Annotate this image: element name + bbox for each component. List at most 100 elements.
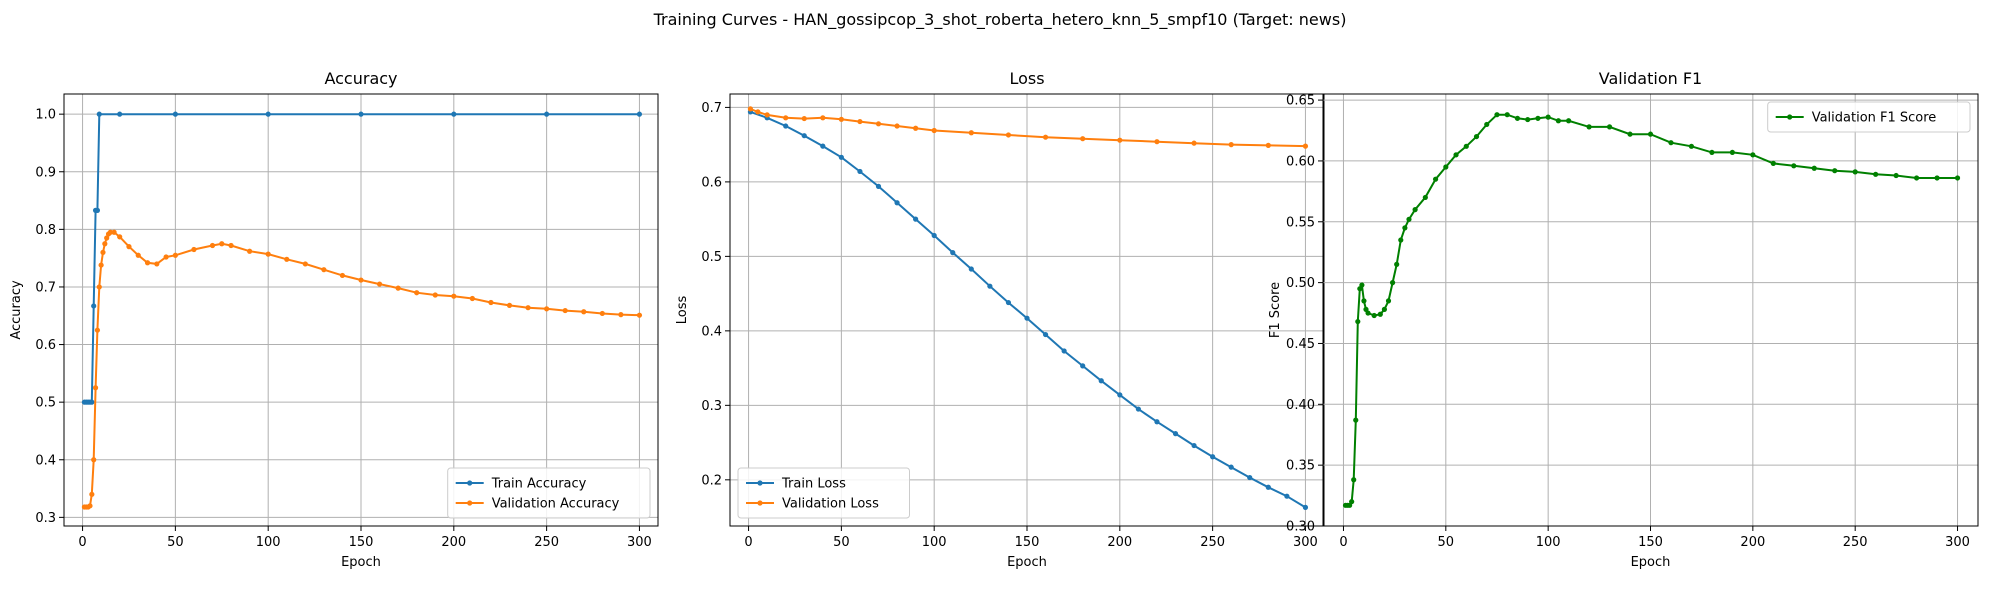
data-point [432,292,438,298]
x-tick-label: 50 [1438,535,1455,550]
data-point [228,242,234,249]
data-point [1353,417,1359,423]
data-point [1709,149,1715,156]
data-point [1770,160,1776,166]
data-point [111,229,117,235]
data-point [321,267,327,273]
y-tick-label: 0.5 [701,250,722,265]
data-point [284,256,290,262]
data-point [247,248,253,254]
x-tick-label: 100 [1536,535,1561,550]
data-point [1005,299,1012,306]
data-point [469,295,475,302]
data-point [1042,331,1049,338]
data-point [544,111,550,117]
data-point [1893,172,1899,179]
series-line-0 [1345,113,1958,507]
data-point [1586,124,1592,130]
data-point [562,307,568,314]
data-point [1832,168,1838,174]
data-point [1080,363,1086,369]
data-point [302,261,308,267]
chart-2: 0 50 100 150 200 250 3000.300.350.400.450.500.… [1268,69,1979,570]
data-point [488,299,494,306]
data-point [1402,225,1408,231]
data-point [395,285,401,291]
x-tick-label: 0 [1339,535,1347,550]
x-tick-label: 250 [1843,535,1868,550]
data-point [1247,474,1253,481]
data-point [96,111,102,117]
series-line-1 [750,107,1306,148]
data-point [968,266,974,272]
legend-entry: Validation Loss [782,497,879,512]
data-point [581,309,587,315]
data-point [1514,115,1521,121]
data-point [1432,176,1439,182]
data-point [144,260,151,266]
data-point [1284,493,1290,499]
data-point [764,112,770,118]
data-point [1361,298,1367,304]
x-axis-label: Epoch [341,555,381,570]
data-point [1954,175,1961,181]
data-point [894,123,900,129]
data-point [1117,137,1123,143]
data-point [857,168,863,175]
data-point [820,115,826,121]
x-tick-label: 300 [1945,535,1970,550]
data-point [91,303,97,309]
x-tick-label: 0 [78,535,86,550]
data-point [96,284,102,290]
data-point [1302,504,1309,510]
data-point [104,235,110,241]
data-point [875,121,882,127]
data-point [783,123,789,129]
data-point [117,234,123,240]
x-tick-label: 200 [1107,535,1132,550]
y-tick-label: 0.8 [35,223,56,238]
x-axis-label: Epoch [1007,555,1047,570]
data-point [755,109,761,115]
y-tick-label: 0.3 [35,511,56,526]
data-point [1555,118,1561,124]
data-point [1210,454,1216,460]
data-point [618,312,624,318]
legend: Validation F1 Score [1767,101,1971,133]
x-tick-label: 100 [922,535,947,550]
data-point [219,241,225,247]
data-point [1355,318,1361,325]
y-tick-label: 0.40 [1286,398,1315,413]
y-tick-label: 1.0 [35,108,56,123]
data-point [1852,169,1858,175]
data-point [1349,499,1355,505]
data-point [154,261,160,267]
data-point [747,106,754,112]
data-point [1191,442,1197,449]
y-tick-label: 0.65 [1286,94,1315,109]
legend-box [1767,101,1971,133]
data-point [1398,237,1404,243]
x-tick-label: 150 [1638,535,1663,550]
data-point [1005,132,1012,138]
data-point [1443,164,1449,170]
data-point [1394,261,1400,267]
legend-box [447,467,651,519]
data-point [1098,378,1104,384]
legend-marker [467,480,473,486]
data-point [894,200,900,206]
data-point [875,183,882,189]
data-point [1265,142,1271,148]
y-tick-label: 0.30 [1286,520,1315,535]
data-point [94,327,101,333]
data-point [1381,306,1388,312]
data-point [376,281,383,287]
y-axis-label: Loss [675,296,690,325]
y-tick-label: 0.60 [1286,154,1315,169]
y-tick-label: 0.4 [701,324,722,339]
data-point [135,252,141,258]
data-point [857,118,863,125]
data-point [525,305,531,311]
